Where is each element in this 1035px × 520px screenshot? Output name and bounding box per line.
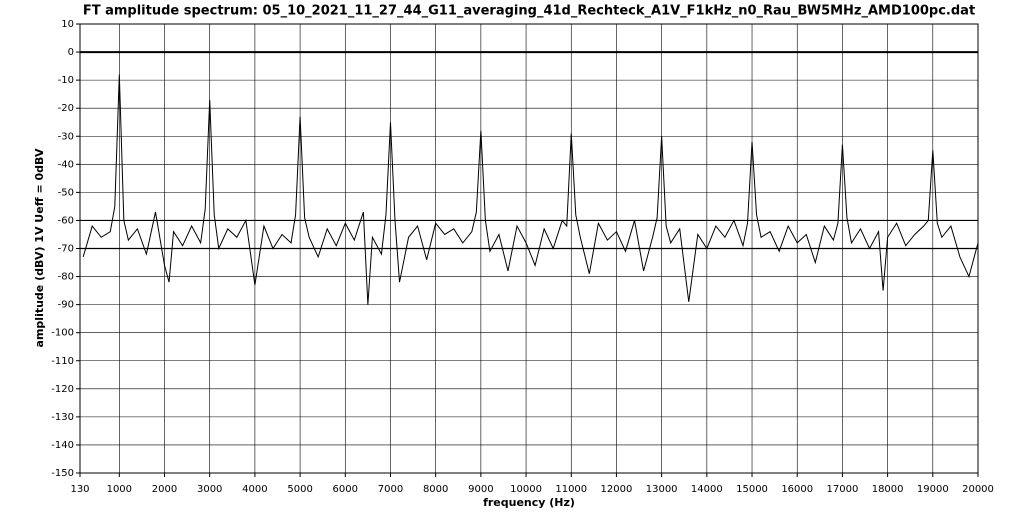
y-tick-label: -130 [51,412,74,423]
y-tick-label: -70 [58,244,74,255]
x-tick-label: 20000 [962,484,994,495]
y-tick-label: -40 [58,159,74,170]
x-tick-label: 6000 [333,484,358,495]
x-tick-label: 1000 [107,484,132,495]
x-tick-label: 14000 [691,484,723,495]
y-tick-label: -100 [51,328,74,339]
x-tick-label: 3000 [197,484,222,495]
x-tick-label: 12000 [601,484,633,495]
x-tick-label: 4000 [242,484,267,495]
x-tick-label: 7000 [378,484,403,495]
y-axis-label: amplitude (dBV) 1V Ueff = 0dBV [33,148,46,347]
spectrum-line [82,74,979,305]
x-axis-label: frequency (Hz) [483,496,575,509]
y-tick-label: -30 [58,131,74,142]
x-tick-label: 15000 [736,484,768,495]
y-tick-label: -140 [51,440,74,451]
chart-title: FT amplitude spectrum: 05_10_2021_11_27_… [83,4,975,19]
y-tick-label: -90 [58,300,74,311]
y-tick-label: -20 [58,103,74,114]
x-tick-label: 18000 [872,484,904,495]
x-tick-label: 16000 [781,484,813,495]
x-tick-label: 11000 [555,484,587,495]
x-tick-label: 8000 [423,484,448,495]
x-tick-label: 5000 [287,484,312,495]
y-tick-label: 10 [61,19,74,30]
x-tick-label: 9000 [468,484,493,495]
y-tick-label: -50 [58,187,74,198]
y-tick-label: -60 [58,215,74,226]
x-tick-label: 130 [70,484,89,495]
plot-frame [79,23,979,474]
y-tick-label: -120 [51,384,74,395]
x-tick-label: 10000 [510,484,542,495]
x-tick-label: 13000 [646,484,678,495]
y-tick-label: -150 [51,468,74,479]
y-tick-label: -10 [58,75,74,86]
x-tick-label: 2000 [152,484,177,495]
y-tick-label: -80 [58,272,74,283]
x-tick-label: 17000 [827,484,859,495]
y-tick-label: 0 [68,47,74,58]
y-tick-label: -110 [51,356,74,367]
x-tick-label: 19000 [917,484,949,495]
